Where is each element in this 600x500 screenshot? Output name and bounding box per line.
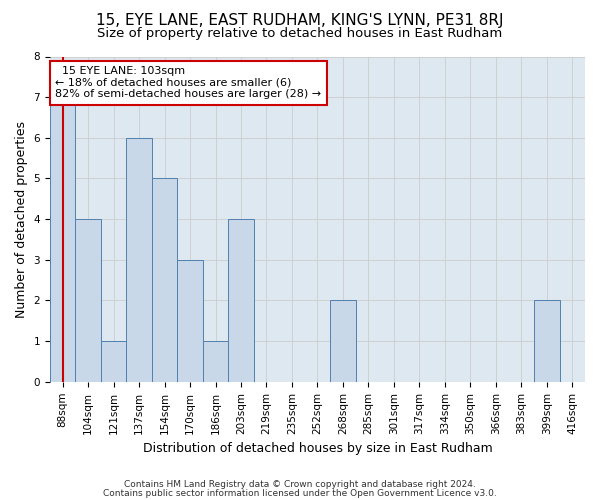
Bar <box>127 138 152 382</box>
Bar <box>152 178 178 382</box>
Bar <box>203 341 228 382</box>
Bar <box>76 219 101 382</box>
Text: Contains public sector information licensed under the Open Government Licence v3: Contains public sector information licen… <box>103 488 497 498</box>
Bar <box>534 300 560 382</box>
Bar <box>101 341 127 382</box>
Text: Size of property relative to detached houses in East Rudham: Size of property relative to detached ho… <box>97 28 503 40</box>
Text: 15, EYE LANE, EAST RUDHAM, KING'S LYNN, PE31 8RJ: 15, EYE LANE, EAST RUDHAM, KING'S LYNN, … <box>96 12 504 28</box>
Text: 15 EYE LANE: 103sqm  
← 18% of detached houses are smaller (6)
82% of semi-detac: 15 EYE LANE: 103sqm ← 18% of detached ho… <box>55 66 322 100</box>
Y-axis label: Number of detached properties: Number of detached properties <box>15 120 28 318</box>
Bar <box>330 300 356 382</box>
Bar <box>50 97 76 382</box>
Bar <box>178 260 203 382</box>
X-axis label: Distribution of detached houses by size in East Rudham: Distribution of detached houses by size … <box>143 442 493 455</box>
Text: Contains HM Land Registry data © Crown copyright and database right 2024.: Contains HM Land Registry data © Crown c… <box>124 480 476 489</box>
Bar <box>228 219 254 382</box>
